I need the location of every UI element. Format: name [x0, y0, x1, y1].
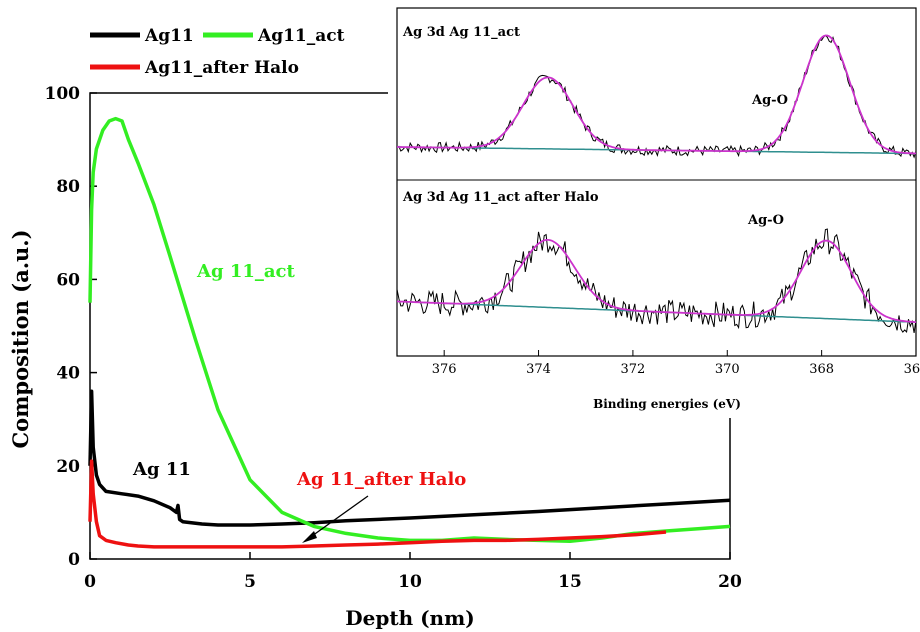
inset-panel-bottom-title: Ag 3d Ag 11_act after Halo — [402, 190, 599, 205]
main-y-tick-label: 80 — [56, 177, 80, 197]
main-x-tick-label: 5 — [244, 572, 256, 592]
main-y-tick-label: 40 — [56, 364, 80, 384]
inset-background — [388, 0, 920, 418]
main-x-axis-label: Depth (nm) — [345, 606, 474, 630]
inset-series-lines — [396, 34, 917, 333]
inset-fit-line-top — [397, 34, 916, 155]
main-chart: 0 20 40 60 80 100 0 5 10 15 20 Composition (a.u.)… — [8, 84, 742, 630]
inset-panel-top-title: Ag 3d Ag 11_act — [402, 25, 520, 40]
inset-fit-line-bottom — [396, 238, 917, 323]
main-y-tick-label: 60 — [56, 270, 80, 290]
annotation-arrow-line — [304, 495, 369, 542]
inset-x-tick-label: 370 — [715, 362, 740, 377]
inset-peak-label-bottom: Ag-O — [747, 213, 784, 228]
inset-x-axis-label: Binding energies (eV) — [593, 397, 741, 411]
legend: Ag11 Ag11_act Ag11_after Halo — [88, 24, 378, 86]
legend-label-ag11: Ag11 — [144, 26, 194, 46]
main-x-tick-label: 10 — [398, 572, 422, 592]
annotation-ag11: Ag 11 — [132, 459, 191, 480]
main-series-lines — [88, 116, 731, 549]
legend-label-ag11-after-halo: Ag11_after Halo — [144, 58, 299, 78]
inset-chart: 376 374 372 370 368 366 Ag 3d Ag 11_act Ag 3d… — [388, 0, 920, 418]
annotation-ag11-after-halo: Ag 11_after Halo — [296, 469, 466, 490]
annotation-arrow-head — [302, 531, 317, 543]
inset-peak-label-top: Ag-O — [751, 93, 788, 108]
main-y-axis-label: Composition (a.u.) — [8, 229, 33, 448]
inset-x-tick-label: 368 — [809, 362, 834, 377]
main-x-ticks: 0 5 10 15 20 — [84, 552, 742, 592]
main-x-tick-label: 20 — [718, 572, 742, 592]
inset-x-tick-label: 374 — [526, 362, 551, 377]
inset-x-tick-label: 376 — [432, 362, 457, 377]
legend-label-ag11-act: Ag11_act — [257, 26, 345, 46]
main-x-tick-label: 0 — [84, 572, 96, 592]
series-line-ag11 — [88, 389, 731, 527]
inset-x-ticks: 376 374 372 370 368 366 — [432, 350, 920, 377]
inset-x-tick-label: 372 — [620, 362, 645, 377]
main-y-tick-label: 0 — [68, 550, 80, 570]
main-y-tick-label: 20 — [56, 457, 80, 477]
main-y-tick-label: 100 — [45, 84, 81, 104]
inset-x-tick-label: 366 — [904, 362, 920, 377]
inset-plot-frame — [396, 7, 917, 357]
series-line-ag11-act — [88, 116, 731, 544]
main-x-tick-label: 15 — [558, 572, 582, 592]
annotation-ag11-act: Ag 11_act — [196, 261, 295, 282]
series-line-ag11-after-halo — [88, 459, 667, 549]
